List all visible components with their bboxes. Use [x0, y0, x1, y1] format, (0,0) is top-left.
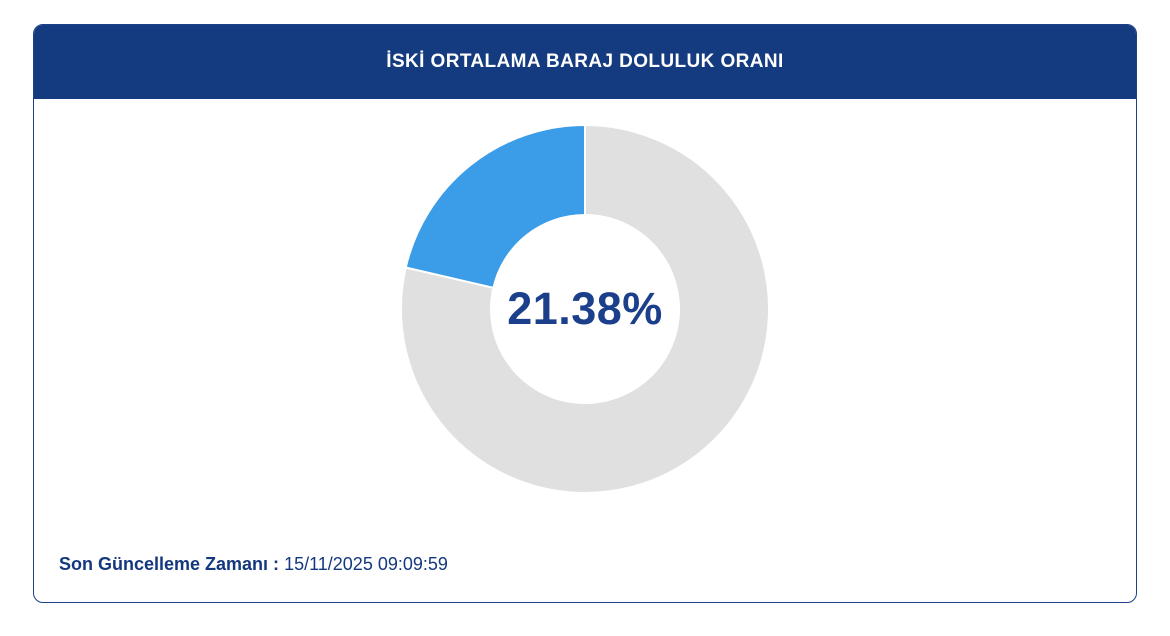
- last-update: Son Güncelleme Zamanı : 15/11/2025 09:09…: [59, 554, 448, 575]
- donut-slice-filled: [404, 123, 586, 289]
- donut-svg: [400, 123, 770, 494]
- card-header: İSKİ ORTALAMA BARAJ DOLULUK ORANI: [34, 25, 1136, 99]
- card-title: İSKİ ORTALAMA BARAJ DOLULUK ORANI: [386, 51, 784, 72]
- last-update-value: 15/11/2025 09:09:59: [284, 554, 448, 574]
- donut-chart: 21.38%: [399, 123, 771, 495]
- last-update-label: Son Güncelleme Zamanı :: [59, 554, 280, 574]
- dam-occupancy-card: İSKİ ORTALAMA BARAJ DOLULUK ORANI 21.38%…: [33, 24, 1137, 603]
- donut-slice-empty: [400, 123, 770, 494]
